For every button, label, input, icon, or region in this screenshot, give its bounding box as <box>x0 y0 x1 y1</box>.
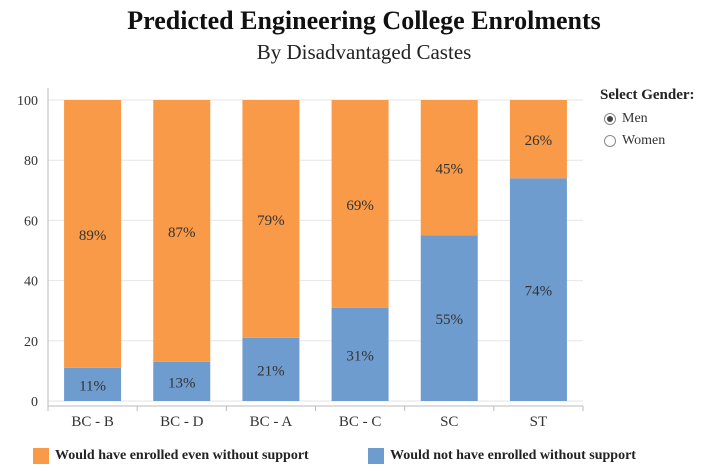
legend-label: Would not have enrolled without support <box>390 448 636 463</box>
data-label: 45% <box>436 162 464 178</box>
y-tick-label: 40 <box>24 275 38 290</box>
x-tick-label: BC - C <box>339 414 382 430</box>
data-label: 69% <box>346 198 374 214</box>
chart-title: Predicted Engineering College Enrolments <box>127 6 601 35</box>
bar-segment <box>242 100 300 338</box>
gender-option-women[interactable]: Women <box>600 130 695 152</box>
legend-swatch <box>33 448 49 464</box>
x-tick-label: SC <box>440 414 458 430</box>
data-label: 89% <box>79 228 107 244</box>
data-label: 26% <box>525 133 553 149</box>
legend-item-even-without-support: Would have enrolled even without support <box>33 448 309 464</box>
gender-filter-label: Select Gender: <box>600 87 695 103</box>
data-label: 11% <box>79 378 106 394</box>
bar-segment <box>331 307 389 401</box>
x-tick-label: BC - D <box>160 414 204 430</box>
x-tick-label: ST <box>530 414 548 430</box>
bar-segment <box>420 235 478 401</box>
gender-option-label: Women <box>622 133 666 148</box>
data-label: 21% <box>257 363 285 379</box>
data-label: 87% <box>168 225 196 241</box>
legend-label: Would have enrolled even without support <box>55 448 309 463</box>
data-label: 13% <box>168 375 196 391</box>
bar-segment <box>64 367 122 401</box>
y-tick-label: 0 <box>31 395 38 410</box>
bar-segment <box>153 361 211 401</box>
y-tick-label: 100 <box>17 94 38 109</box>
y-tick-label: 60 <box>24 214 38 229</box>
bar-segment <box>509 178 567 401</box>
gender-option-label: Men <box>622 111 648 126</box>
bar-segment <box>64 100 122 368</box>
data-label: 74% <box>525 284 553 300</box>
x-tick-label: BC - B <box>71 414 114 430</box>
data-label: 79% <box>257 213 285 229</box>
radio-women-icon[interactable] <box>604 135 616 147</box>
data-label: 55% <box>436 312 464 328</box>
x-tick-label: BC - A <box>250 414 293 430</box>
bar-segment <box>331 100 389 308</box>
data-label: 31% <box>346 348 374 364</box>
bar-segment <box>509 100 567 179</box>
radio-men-icon[interactable] <box>604 113 616 125</box>
bar-segment <box>153 100 211 362</box>
gender-filter: Select Gender: Men Women <box>600 87 695 152</box>
legend-item-not-without-support: Would not have enrolled without support <box>368 448 636 464</box>
chart-subtitle: By Disadvantaged Castes <box>256 40 472 64</box>
bar-segment <box>242 337 300 401</box>
chart-legend: Would have enrolled even without support… <box>0 448 728 468</box>
bar-segment <box>420 100 478 236</box>
y-tick-label: 20 <box>24 335 38 350</box>
gender-option-men[interactable]: Men <box>600 108 695 130</box>
legend-swatch <box>368 448 384 464</box>
y-tick-label: 80 <box>24 154 38 169</box>
